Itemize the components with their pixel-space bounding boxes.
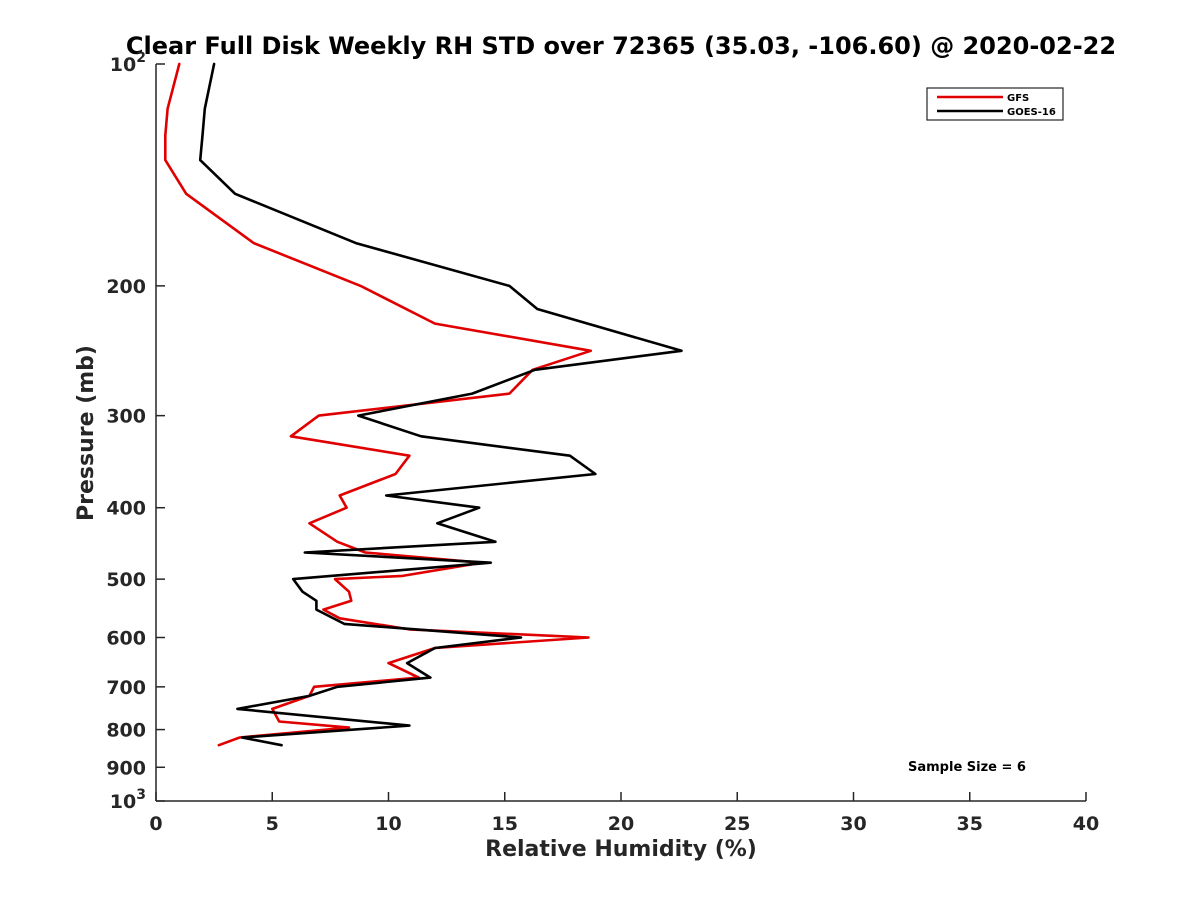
legend: GFS GOES-16 [926, 87, 1064, 121]
y-tick-label: 900 [106, 757, 146, 779]
y-axis-label: Pressure (mb) [74, 345, 99, 521]
y-tick-label: 200 [106, 276, 146, 298]
x-tick-label: 15 [492, 813, 518, 835]
x-tick-label: 0 [149, 813, 162, 835]
y-tick-label: 103 [110, 787, 146, 813]
y-tick-label: 800 [106, 720, 146, 742]
x-tick-label: 40 [1073, 813, 1099, 835]
x-tick-label: 25 [724, 813, 750, 835]
y-tick-label: 400 [106, 498, 146, 520]
x-axis-label: Relative Humidity (%) [485, 837, 757, 862]
y-tick-label: 700 [106, 677, 146, 699]
y-tick-label: 102 [110, 50, 146, 76]
x-tick-label: 35 [957, 813, 983, 835]
sample-size-annotation: Sample Size = 6 [908, 760, 1026, 775]
chart-title: Clear Full Disk Weekly RH STD over 72365… [126, 32, 1116, 60]
x-axis-ticks: 0 5 10 15 20 25 30 35 40 [149, 792, 1099, 835]
x-tick-label: 10 [375, 813, 401, 835]
legend-entry-label: GFS [1007, 93, 1029, 104]
y-axis-ticks: 102 200 300 400 500 600 700 800 900 103 [106, 50, 165, 813]
y-tick-label: 500 [106, 569, 146, 591]
legend-entry-label: GOES-16 [1007, 107, 1056, 118]
x-tick-label: 30 [840, 813, 866, 835]
series-line-goes-16 [198, 62, 683, 747]
x-tick-label: 20 [608, 813, 634, 835]
legend-box [926, 87, 1064, 121]
x-tick-label: 5 [266, 813, 279, 835]
series-line-gfs [164, 62, 593, 747]
series-layer [164, 62, 683, 747]
y-tick-label: 300 [106, 406, 146, 428]
y-tick-label: 600 [106, 627, 146, 649]
